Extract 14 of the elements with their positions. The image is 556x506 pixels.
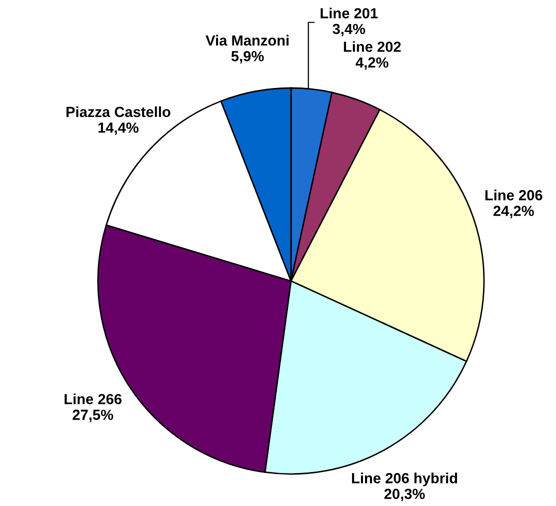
slice-label: Via Manzoni bbox=[206, 34, 289, 46]
data-label: 5,9% bbox=[231, 51, 264, 64]
slice-label: Piazza Castello bbox=[66, 106, 170, 118]
data-label: 4,2% bbox=[356, 57, 388, 70]
slice-label: Line 266 bbox=[64, 394, 122, 404]
data-label: 27,5% bbox=[72, 410, 114, 422]
slice-label: Line 201 bbox=[320, 8, 378, 18]
data-label: 20,3% bbox=[384, 488, 425, 502]
data-label: 24,2% bbox=[493, 206, 534, 218]
slice-label: Line 202 bbox=[344, 41, 401, 52]
data-label: 14,4% bbox=[98, 122, 139, 135]
data-label: 3,4% bbox=[332, 24, 366, 36]
slice-label: Line 206 hybrid bbox=[352, 472, 458, 486]
slice-label: Line 206 bbox=[485, 190, 542, 200]
